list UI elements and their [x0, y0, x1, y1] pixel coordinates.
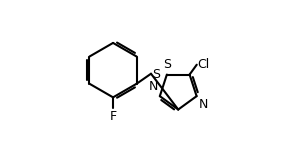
Text: F: F: [110, 110, 117, 123]
Text: N: N: [198, 98, 208, 111]
Text: S: S: [163, 58, 171, 71]
Text: S: S: [152, 68, 160, 81]
Text: Cl: Cl: [198, 58, 210, 71]
Text: N: N: [149, 80, 158, 93]
